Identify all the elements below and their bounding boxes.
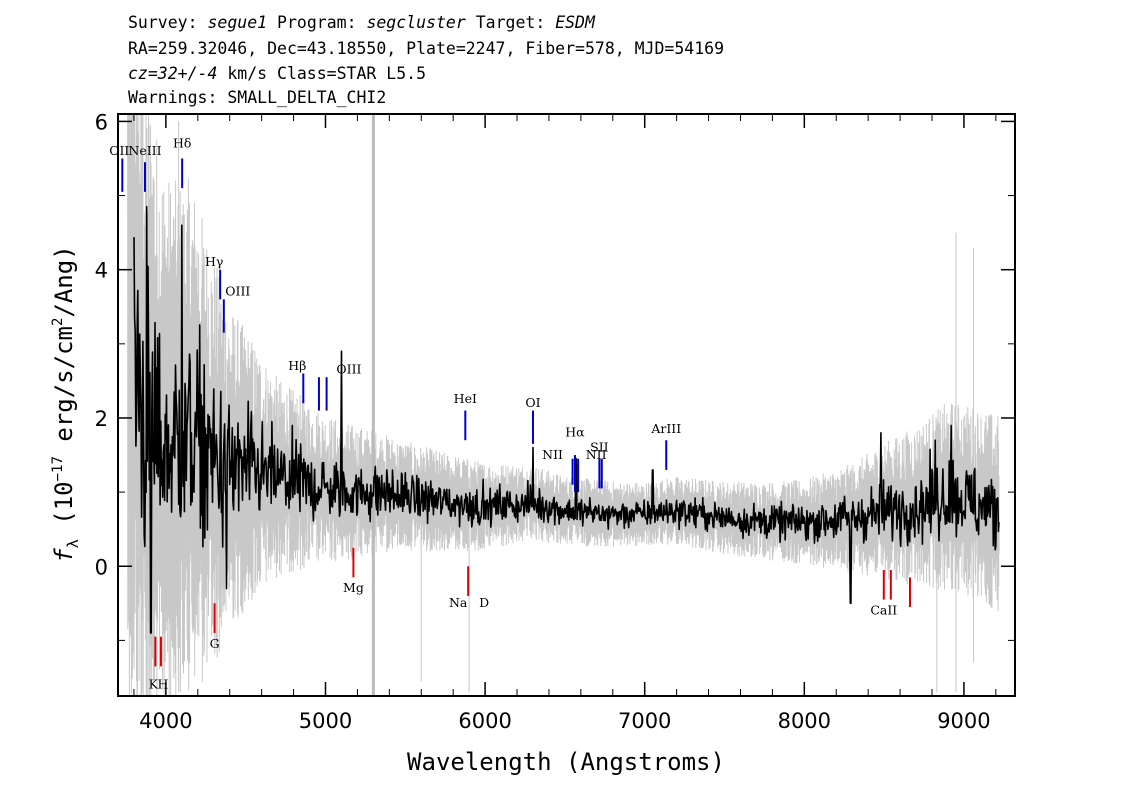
y-label-open: (10 xyxy=(50,481,78,539)
line-marker-label-15: ArIII xyxy=(650,421,681,436)
line-marker-label-11: Hα xyxy=(565,425,585,440)
line-marker-label-1: NeIII xyxy=(128,143,161,158)
y-label-exp1: −17 xyxy=(50,456,66,481)
line-marker-label-22: CaII xyxy=(870,602,897,617)
x-tick-label-5: 9000 xyxy=(937,709,990,733)
line-marker-label-20: Na xyxy=(449,595,468,610)
y-label-close: /Ang) xyxy=(50,245,78,317)
line-marker-label-21: D xyxy=(479,595,489,610)
axis-ticks: 4000 5000 6000 7000 8000 9000 0 2 4 6 xyxy=(95,110,1015,733)
y-label-lambda: λ xyxy=(64,539,82,548)
class-value: km/s Class=STAR L5.5 xyxy=(217,64,426,83)
flux-series xyxy=(133,205,1000,634)
redshift-value: cz=32+/-4 xyxy=(128,64,217,83)
line-marker-label-19: Mg xyxy=(343,580,364,595)
line-marker-label-0: OII xyxy=(109,143,129,158)
line-marker-label-16: K xyxy=(149,677,159,692)
plot-frame xyxy=(117,113,1016,697)
header-line-4: Warnings: SMALL_DELTA_CHI2 xyxy=(128,88,386,107)
header-line-1: Survey: segue1 Program: segcluster Targe… xyxy=(128,13,596,32)
line-marker-label-3: Hγ xyxy=(205,254,223,269)
y-axis-label: fλ (10−17 erg/s/cm2/Ang) xyxy=(50,245,82,562)
x-tick-label-1: 5000 xyxy=(299,709,352,733)
y-label-exp2: 2 xyxy=(50,318,66,326)
target-value: ESDM xyxy=(555,13,596,32)
x-tick-label-0: 4000 xyxy=(139,709,192,733)
x-tick-label-2: 6000 xyxy=(458,709,511,733)
y-tick-label-1: 2 xyxy=(95,407,108,431)
y-tick-label-2: 4 xyxy=(95,259,108,283)
line-marker-label-10: NII xyxy=(542,447,563,462)
line-marker-label-5: Hβ xyxy=(288,358,306,373)
y-axis-label-text: fλ (10−17 erg/s/cm2/Ang) xyxy=(50,245,82,562)
target-label: Target: xyxy=(466,13,555,32)
error-envelope xyxy=(127,113,1000,697)
header-line-2: RA=259.32046, Dec=43.18550, Plate=2247, … xyxy=(128,39,724,58)
line-marker-label-9: OI xyxy=(525,395,540,410)
line-marker-label-4: OIII xyxy=(225,284,250,299)
line-marker-label-17: H xyxy=(157,677,168,692)
x-tick-label-3: 7000 xyxy=(618,709,671,733)
flux-trace xyxy=(133,205,1000,634)
line-marker-label-2: Hδ xyxy=(173,135,191,150)
line-marker-label-8: HeI xyxy=(454,391,477,406)
error-envelope-trace xyxy=(127,113,1000,697)
line-marker-label-12: NII xyxy=(586,447,607,462)
line-marker-label-18: G xyxy=(210,636,220,651)
survey-label: Survey: xyxy=(128,13,207,32)
survey-value: segue1 xyxy=(207,13,267,32)
x-axis-label: Wavelength (Angstroms) xyxy=(407,748,725,776)
plot-border xyxy=(117,113,1016,697)
line-marker-label-13: SII xyxy=(590,439,609,454)
header-line-3: cz=32+/-4 km/s Class=STAR L5.5 xyxy=(128,64,426,83)
x-tick-label-4: 8000 xyxy=(778,709,831,733)
line-marker-label-6: OIII xyxy=(336,361,361,376)
y-tick-label-0: 0 xyxy=(95,555,108,579)
header: Survey: segue1 Program: segcluster Targe… xyxy=(128,13,724,107)
program-value: segcluster xyxy=(366,13,465,32)
program-label: Program: xyxy=(267,13,366,32)
y-label-mid: erg/s/cm xyxy=(50,326,78,456)
y-label-f: f xyxy=(50,548,78,563)
y-tick-label-3: 6 xyxy=(95,110,108,134)
